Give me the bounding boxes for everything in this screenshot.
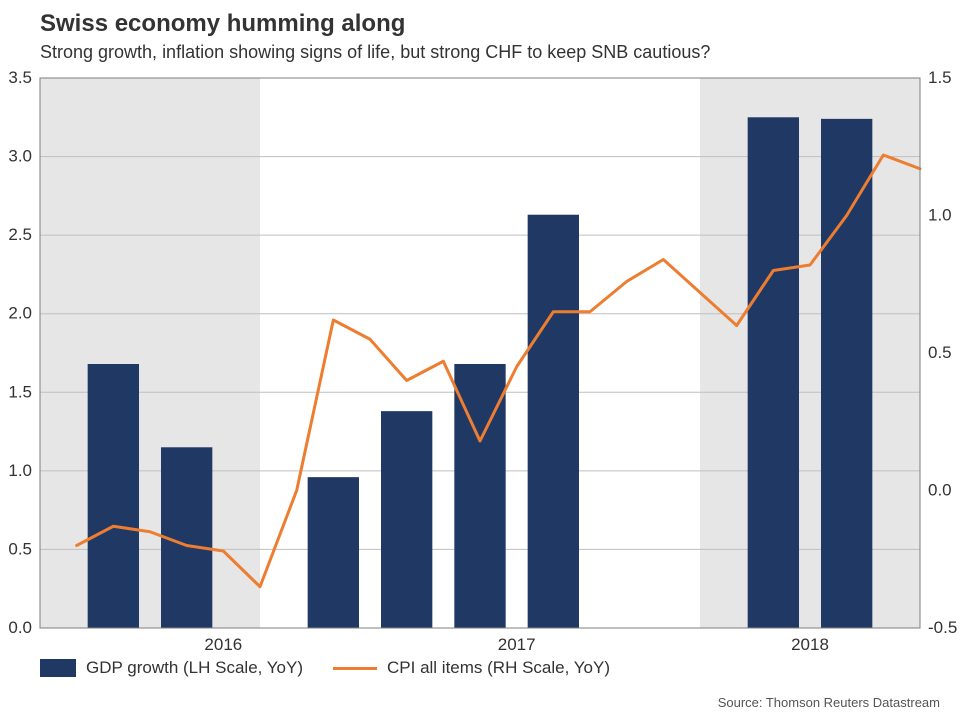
legend-swatch-line	[333, 667, 377, 670]
svg-text:2018: 2018	[791, 635, 829, 654]
svg-text:2016: 2016	[204, 635, 242, 654]
source-attribution: Source: Thomson Reuters Datastream	[718, 695, 940, 710]
svg-text:0.5: 0.5	[8, 539, 32, 558]
legend: GDP growth (LH Scale, YoY) CPI all items…	[40, 658, 610, 678]
x-axis: 2016 2017 2018	[204, 635, 828, 654]
svg-text:3.5: 3.5	[8, 68, 32, 87]
svg-text:0.0: 0.0	[928, 481, 952, 500]
legend-label-bar: GDP growth (LH Scale, YoY)	[86, 658, 303, 678]
svg-text:0.0: 0.0	[8, 618, 32, 637]
svg-text:2.5: 2.5	[8, 225, 32, 244]
svg-text:-0.5: -0.5	[928, 618, 957, 637]
right-axis: -0.5 0.0 0.5 1.0 1.5	[928, 68, 957, 637]
left-axis: 0.0 0.5 1.0 1.5 2.0 2.5 3.0 3.5	[8, 68, 32, 637]
svg-text:3.0: 3.0	[8, 147, 32, 166]
svg-text:1.0: 1.0	[928, 206, 952, 225]
svg-text:1.5: 1.5	[928, 68, 952, 87]
svg-text:2017: 2017	[498, 635, 536, 654]
chart-title: Swiss economy humming along	[40, 10, 405, 38]
legend-item-bar: GDP growth (LH Scale, YoY)	[40, 658, 303, 678]
legend-label-line: CPI all items (RH Scale, YoY)	[387, 658, 610, 678]
combo-chart: 0.0 0.5 1.0 1.5 2.0 2.5 3.0 3.5 -0.5 0.0 0.5 1.0 1.…	[0, 68, 960, 668]
chart-subtitle: Strong growth, inflation showing signs o…	[40, 42, 710, 63]
legend-item-line: CPI all items (RH Scale, YoY)	[333, 658, 610, 678]
svg-text:1.0: 1.0	[8, 461, 32, 480]
svg-text:0.5: 0.5	[928, 343, 952, 362]
legend-swatch-bar	[40, 659, 76, 677]
svg-text:1.5: 1.5	[8, 382, 32, 401]
svg-text:2.0: 2.0	[8, 304, 32, 323]
